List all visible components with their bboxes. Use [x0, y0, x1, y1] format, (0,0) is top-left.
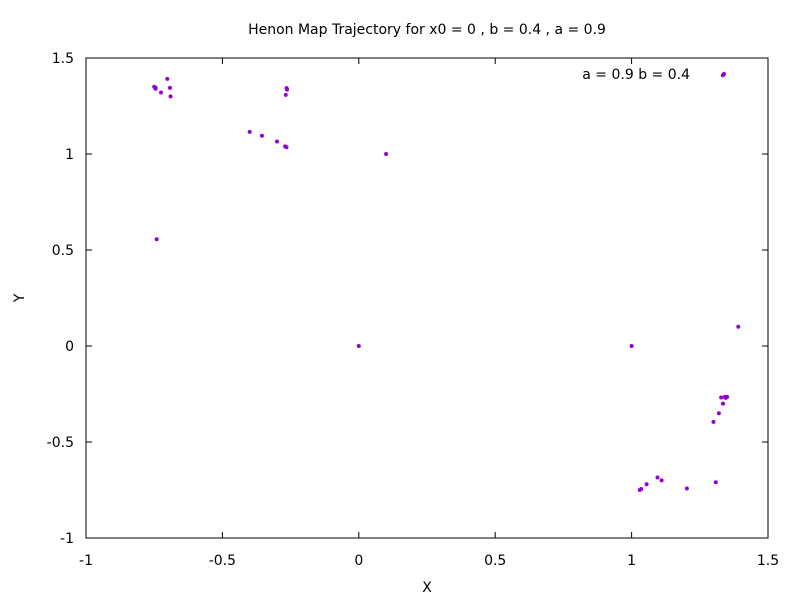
data-point — [168, 94, 173, 99]
x-tick-label: -0.5 — [209, 553, 236, 569]
y-axis-label: Y — [12, 293, 28, 303]
y-tick-label: -0.5 — [47, 435, 74, 451]
data-point — [159, 90, 164, 95]
data-point — [629, 344, 634, 348]
data-point — [639, 487, 644, 492]
data-point — [655, 475, 660, 480]
data-point — [716, 411, 721, 416]
chart-title: Henon Map Trajectory for x0 = 0 , b = 0.… — [248, 22, 606, 38]
x-tick-label: 1.5 — [757, 553, 779, 569]
legend-marker — [722, 72, 726, 76]
x-axis-label: X — [422, 580, 432, 596]
data-point — [356, 344, 361, 348]
data-point — [684, 486, 689, 491]
data-point — [259, 133, 264, 138]
data-point — [284, 86, 289, 91]
data-point — [711, 419, 716, 424]
x-tick-label: 0.5 — [484, 553, 506, 569]
data-point — [247, 129, 252, 134]
y-tick-label: 1 — [65, 147, 74, 163]
data-point — [720, 401, 725, 406]
axis-ticks: -1 -0.5 0 0.5 1 1.5 -1 -0.5 0 0.5 1 1.5 — [47, 51, 779, 569]
legend-label: a = 0.9 b = 0.4 — [582, 67, 690, 83]
x-tick-label: 1 — [627, 553, 636, 569]
data-point — [167, 85, 172, 90]
data-point — [644, 482, 649, 487]
plot-frame — [85, 57, 769, 539]
data-point — [154, 237, 159, 242]
data-point — [659, 478, 664, 483]
y-tick-label: 1.5 — [52, 51, 74, 67]
y-tick-label: 0.5 — [52, 243, 74, 259]
y-tick-label: -1 — [60, 531, 74, 547]
x-tick-label: 0 — [354, 553, 363, 569]
data-points — [152, 73, 741, 492]
data-point — [283, 92, 288, 97]
y-tick-label: 0 — [65, 339, 74, 355]
legend: a = 0.9 b = 0.4 — [582, 67, 726, 83]
data-point — [719, 395, 724, 400]
data-point — [725, 394, 730, 399]
data-point — [165, 76, 170, 81]
data-point — [153, 86, 158, 91]
data-point — [284, 145, 289, 150]
data-point — [713, 480, 718, 485]
data-point — [384, 152, 389, 156]
data-point — [736, 324, 741, 329]
x-tick-label: -1 — [79, 553, 93, 569]
data-point — [274, 139, 279, 144]
